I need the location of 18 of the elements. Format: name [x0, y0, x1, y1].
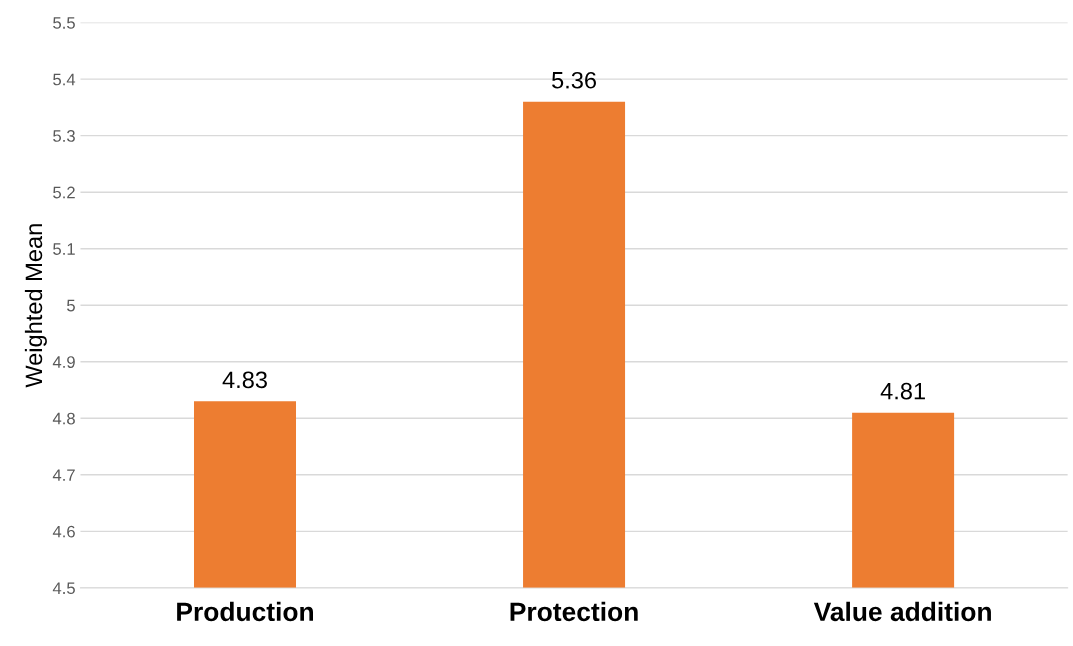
y-tick-label: 4.5 [52, 582, 75, 595]
y-tick-label: 5.4 [53, 73, 76, 86]
y-tick-label: 4.7 [52, 469, 75, 481]
data-label: 5.36 [552, 71, 596, 89]
y-tick-label: 5.1 [53, 243, 75, 255]
y-tick-label: 5.3 [53, 130, 75, 142]
x-tick-label: Production [177, 601, 313, 622]
y-tick-label: 5 [67, 299, 75, 312]
y-tick-label: 4.6 [52, 525, 75, 538]
data-label: 4.81 [880, 382, 925, 400]
y-axis-title: Weighted Mean [24, 224, 47, 388]
x-tick-label: Value addition [813, 601, 991, 622]
y-tick-label: 4.8 [52, 412, 75, 425]
x-tick-label: Protection [510, 601, 638, 622]
y-tick-label: 4.9 [52, 356, 75, 368]
y-tick-label: 5.2 [53, 186, 75, 199]
data-label: 4.83 [222, 371, 267, 389]
y-tick-label: 5.5 [53, 17, 75, 29]
